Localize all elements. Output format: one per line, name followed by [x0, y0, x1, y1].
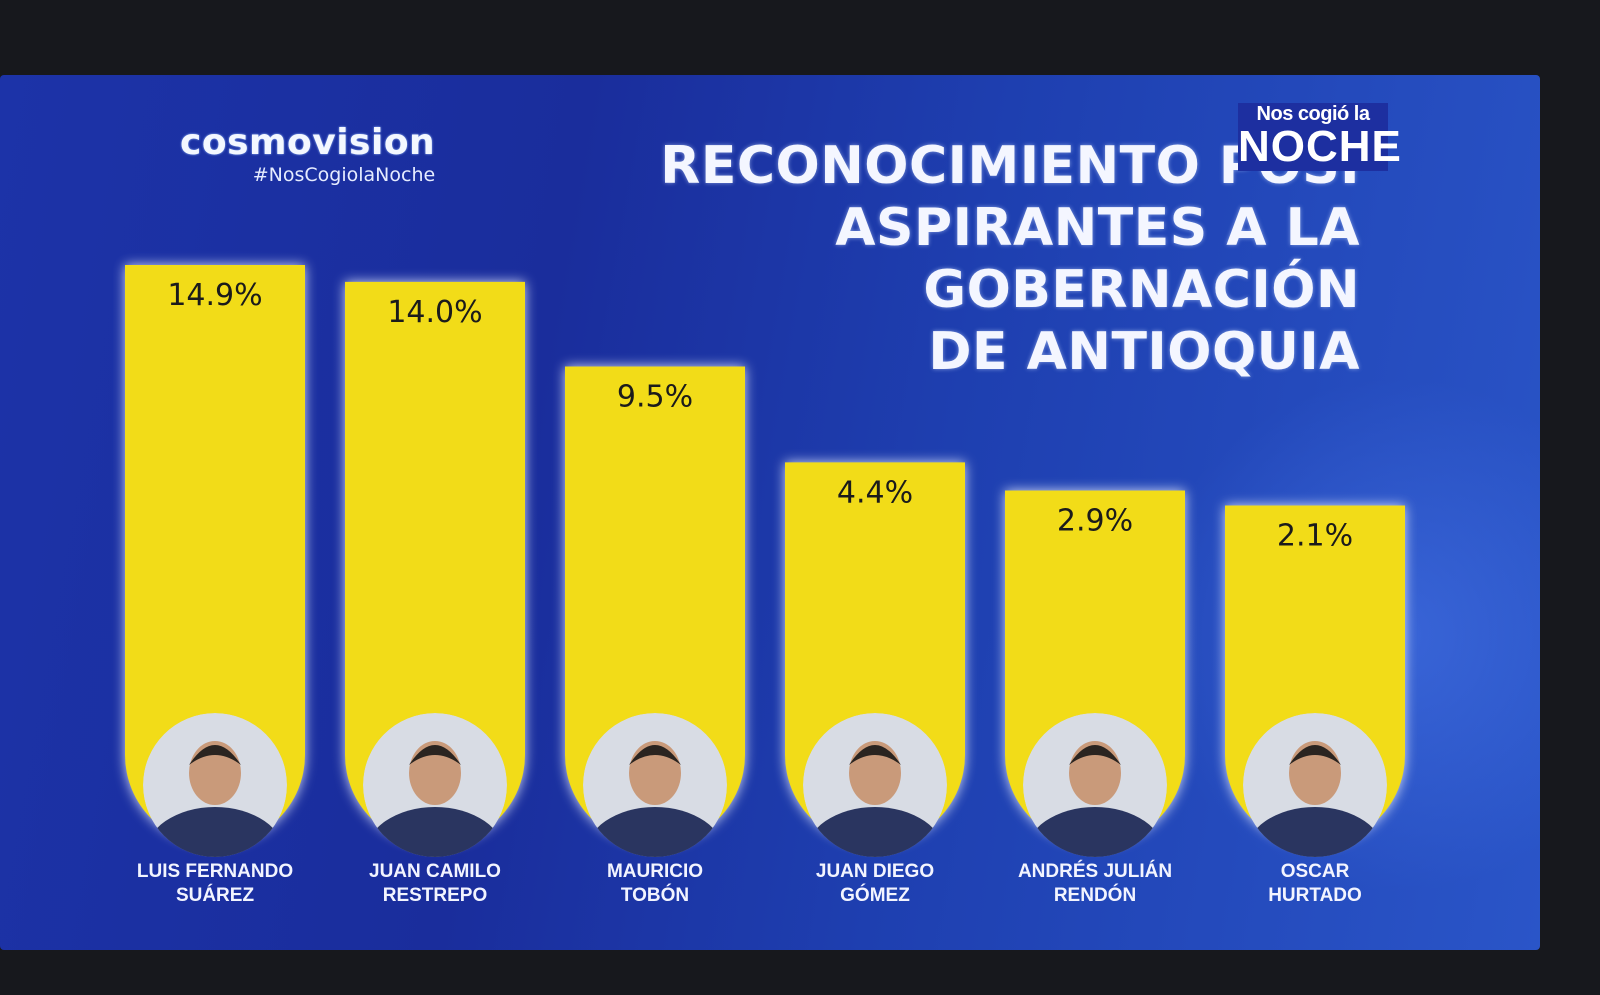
bar-group: 2.1% OSCAR HURTADO — [1225, 505, 1405, 906]
portrait-icon — [583, 713, 727, 857]
badge-big-text: NOCHE — [1238, 122, 1402, 171]
candidate-name: GÓMEZ — [840, 884, 910, 906]
show-badge-logo: Nos cogió la NOCHE — [1238, 103, 1402, 171]
bar — [345, 281, 525, 846]
candidate-name: TOBÓN — [621, 884, 689, 906]
portrait-icon — [1243, 713, 1387, 857]
cosmovision-logo: cosmovision #NosCogiolaNoche — [180, 123, 435, 187]
candidate-name: JUAN DIEGO — [816, 861, 934, 882]
portrait-body — [585, 807, 725, 857]
candidate-name: RESTREPO — [383, 885, 488, 906]
portrait-hair — [629, 745, 681, 765]
portrait-hair — [1069, 745, 1121, 765]
candidate-name: JUAN CAMILO — [369, 861, 501, 882]
value-label: 2.9% — [1057, 504, 1133, 539]
candidate-name: ANDRÉS JULIÁN — [1018, 860, 1172, 882]
logo-brand: cosmovision — [180, 122, 436, 163]
portrait-body — [1245, 807, 1385, 857]
value-label: 14.9% — [167, 278, 262, 313]
portrait-body — [1025, 807, 1165, 857]
portrait-hair — [849, 745, 901, 765]
candidate-name: HURTADO — [1268, 885, 1362, 906]
tv-screen: cosmovision #NosCogiolaNoche Nos cogió l… — [0, 75, 1540, 950]
bar — [565, 366, 745, 845]
value-label: 14.0% — [387, 295, 482, 330]
portrait-hair — [409, 745, 461, 765]
candidate-name: RENDÓN — [1054, 884, 1136, 906]
logo-hashtag: #NosCogiolaNoche — [252, 164, 436, 186]
bar — [125, 265, 305, 845]
value-label: 4.4% — [837, 475, 913, 510]
portrait-icon — [143, 713, 287, 857]
chart-title-line-3: DE ANTIOQUIA — [928, 322, 1360, 382]
badge-top-text: Nos cogió la — [1256, 103, 1370, 125]
value-label: 9.5% — [617, 379, 693, 414]
candidate-name: MAURICIO — [607, 861, 703, 882]
portrait-hair — [189, 745, 241, 765]
candidate-name: OSCAR — [1281, 861, 1350, 882]
chart-title-line-2: ASPIRANTES A LA GOBERNACIÓN — [835, 198, 1360, 320]
chart-title: RECONOCIMIENTO POSI ASPIRANTES A LA GOBE… — [400, 135, 1360, 383]
portrait-icon — [363, 713, 507, 857]
portrait-body — [805, 807, 945, 857]
portrait-body — [365, 807, 505, 857]
portrait-hair — [1289, 745, 1341, 765]
candidate-name: SUÁREZ — [176, 884, 255, 906]
bar-group: 14.0% JUAN CAMILO RESTREPO — [345, 281, 525, 906]
candidate-name: LUIS FERNANDO — [137, 861, 293, 882]
portrait-icon — [803, 713, 947, 857]
portrait-icon — [1023, 713, 1167, 857]
portrait-body — [145, 807, 285, 857]
value-label: 2.1% — [1277, 519, 1353, 554]
